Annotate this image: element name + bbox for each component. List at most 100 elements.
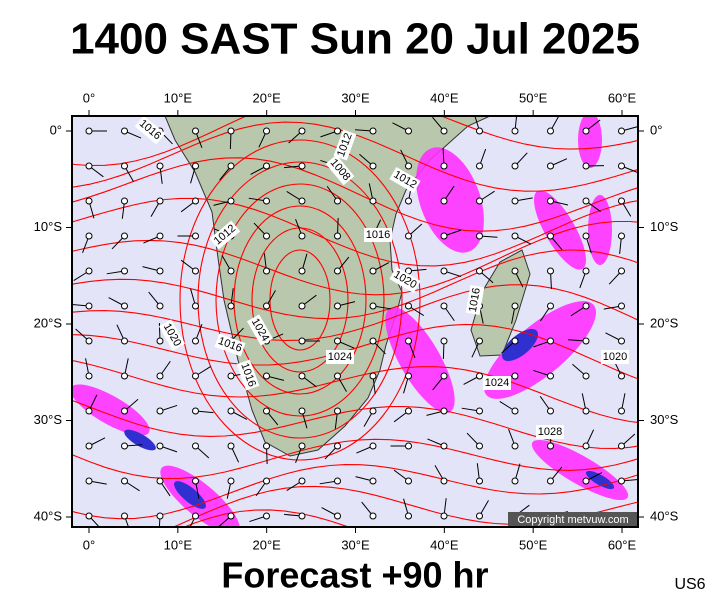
station: [369, 477, 377, 485]
station: [121, 197, 128, 205]
copyright: Copyright metvuw.com: [517, 514, 628, 526]
lon-label: 40°E: [430, 537, 459, 552]
station: [121, 232, 128, 240]
station: [511, 372, 519, 380]
station: [369, 372, 377, 380]
station: [156, 512, 164, 520]
isobar-label-box: [325, 154, 355, 186]
station: [369, 267, 377, 275]
lat-label: 0°: [50, 122, 62, 137]
station: [298, 127, 306, 135]
isobar-label-box: [389, 266, 421, 294]
isobar-label: 1016: [467, 287, 483, 313]
lat-label: 0°: [650, 122, 662, 137]
station: [511, 477, 519, 485]
station: [85, 407, 93, 415]
station: [85, 337, 93, 345]
lat-label: 10°S: [34, 219, 63, 234]
station: [511, 442, 519, 450]
station: [121, 372, 128, 380]
station: [192, 477, 199, 485]
station: [298, 477, 306, 485]
station: [405, 197, 412, 205]
station: [440, 337, 448, 345]
station: [405, 127, 412, 135]
isobar-label-box: [158, 319, 186, 351]
station: [85, 302, 93, 310]
station: [121, 407, 128, 415]
station: [227, 127, 235, 135]
station: [440, 162, 448, 170]
station: [192, 267, 199, 275]
station: [582, 407, 590, 415]
station: [547, 442, 554, 450]
station: [156, 337, 164, 345]
isobar: [72, 116, 638, 167]
station: [85, 162, 93, 170]
station: [618, 337, 625, 345]
station: [334, 302, 341, 310]
station: [156, 232, 164, 240]
station: [440, 232, 448, 240]
station: [440, 127, 448, 135]
station: [121, 512, 128, 520]
station: [440, 267, 448, 275]
station: [298, 197, 306, 205]
station: [440, 442, 448, 450]
station: [547, 197, 554, 205]
station: [476, 162, 483, 170]
station: [263, 127, 270, 135]
station: [263, 302, 270, 310]
station: [618, 372, 625, 380]
lon-label: 50°E: [519, 90, 548, 105]
station: [547, 477, 554, 485]
station: [476, 442, 483, 450]
station: [334, 232, 341, 240]
lat-label: 30°S: [34, 412, 63, 427]
station: [334, 267, 341, 275]
station: [405, 407, 412, 415]
isobar-label-box: [483, 376, 511, 390]
isobar-label: 1024: [328, 351, 352, 363]
station: [476, 512, 483, 520]
station: [618, 267, 625, 275]
station: [85, 267, 93, 275]
station: [121, 477, 128, 485]
station: [476, 232, 483, 240]
station: [618, 442, 625, 450]
isobar-label-box: [333, 129, 357, 161]
station: [192, 127, 199, 135]
station: [547, 232, 554, 240]
station: [227, 407, 235, 415]
isobar: [72, 220, 638, 296]
station: [405, 337, 412, 345]
station: [618, 197, 625, 205]
station: [440, 477, 448, 485]
station: [85, 197, 93, 205]
station: [511, 162, 519, 170]
station: [369, 407, 377, 415]
station: [263, 372, 270, 380]
lat-label: 20°S: [34, 315, 63, 330]
station: [547, 407, 554, 415]
station: [582, 372, 590, 380]
station: [334, 337, 341, 345]
station: [121, 337, 128, 345]
isobar: [72, 323, 638, 380]
isobar-label: 1024: [485, 377, 509, 389]
station: [511, 407, 519, 415]
isobar: [233, 205, 367, 395]
station: [263, 512, 270, 520]
station: [405, 477, 412, 485]
station: [263, 407, 270, 415]
station: [263, 442, 270, 450]
station: [511, 267, 519, 275]
lat-label: 20°S: [650, 315, 679, 330]
forecast-label: Forecast +90 hr: [221, 555, 488, 596]
station: [511, 337, 519, 345]
station: [192, 337, 199, 345]
lon-label: 0°: [83, 90, 95, 105]
lat-label: 10°S: [650, 219, 679, 234]
station: [582, 232, 590, 240]
